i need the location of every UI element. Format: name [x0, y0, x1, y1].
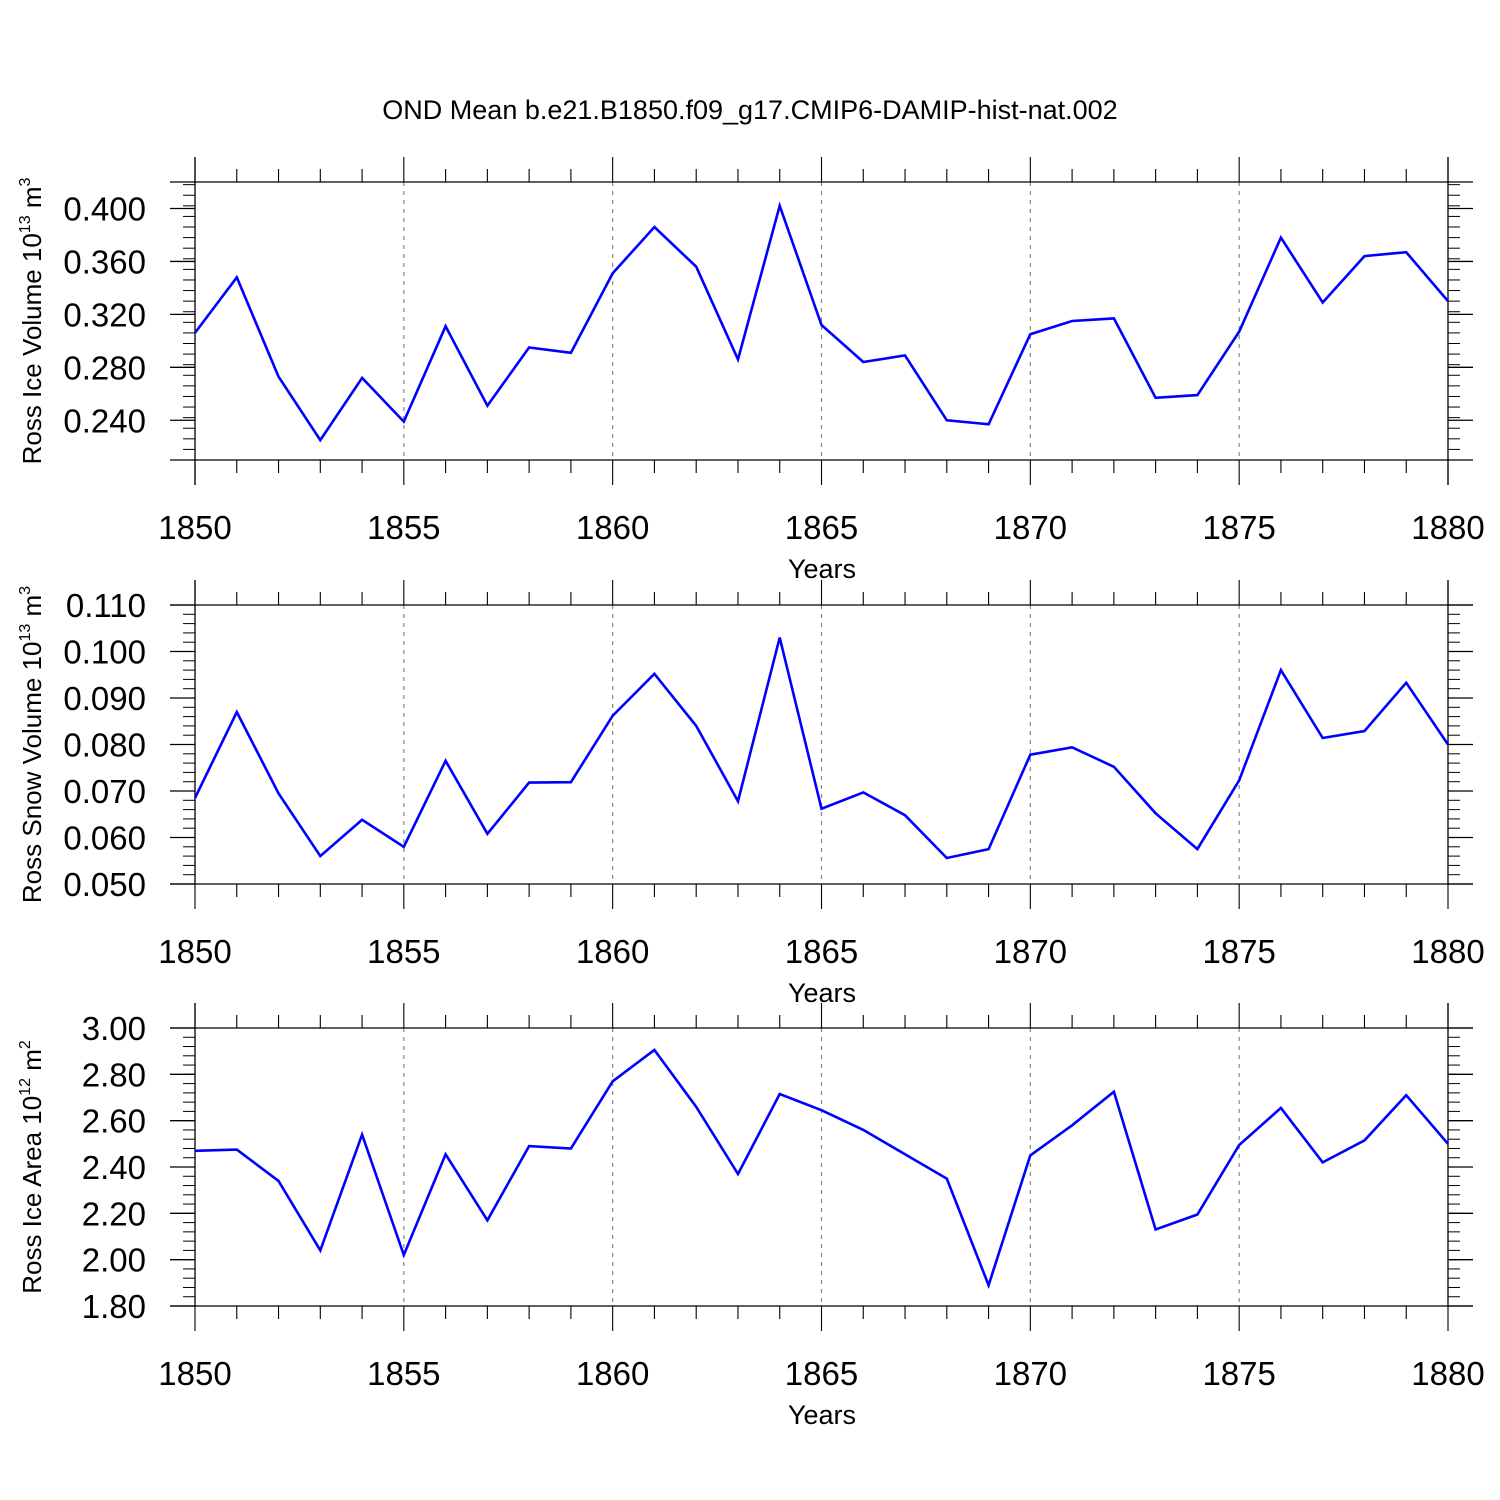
x-tick-label: 1880 [1411, 1355, 1484, 1392]
x-tick-label: 1870 [994, 1355, 1067, 1392]
y-tick-label: 3.00 [82, 1010, 146, 1047]
y-tick-label: 2.40 [82, 1149, 146, 1186]
chart-title: OND Mean b.e21.B1850.f09_g17.CMIP6-DAMIP… [382, 95, 1117, 125]
x-tick-label: 1855 [367, 933, 440, 970]
y-tick-label: 2.20 [82, 1195, 146, 1232]
series-line [193, 201, 1449, 443]
x-tick-label: 1850 [158, 509, 231, 546]
y-tick-label: 0.280 [63, 349, 146, 386]
x-axis-label: Years [788, 1400, 856, 1430]
y-tick-label: 2.80 [82, 1056, 146, 1093]
x-axis-label: Years [788, 554, 856, 584]
y-tick-label: 0.400 [63, 190, 146, 227]
y-axis-label-unit: m [17, 1049, 47, 1078]
x-tick-label: 1850 [158, 1355, 231, 1392]
y-axis-label: Ross Snow Volume 1013 m3 [17, 586, 47, 903]
chart-panels: 0.240 0.280 0.320 0.360 0.400 1850 1855 1860 186… [17, 157, 1485, 1430]
series-line [194, 1048, 1449, 1290]
y-tick-label: 0.100 [63, 634, 146, 671]
y-axis-label-exponent: 13 [17, 624, 34, 642]
y-tick-label: 0.360 [63, 243, 146, 280]
y-axis-label-unit: m [17, 595, 47, 624]
x-tick-label: 1865 [785, 1355, 858, 1392]
y-tick-label: 0.080 [63, 727, 146, 764]
y-axis-label-exponent: 13 [17, 215, 34, 233]
x-tick-label: 1875 [1202, 509, 1275, 546]
y-tick-label: 0.090 [63, 680, 146, 717]
x-tick-label: 1860 [576, 933, 649, 970]
y-axis-label: Ross Ice Area 1012 m2 [17, 1040, 47, 1294]
x-tick-label: 1855 [367, 509, 440, 546]
x-tick-label: 1855 [367, 1355, 440, 1392]
y-axis-label-unit: m [17, 186, 47, 215]
y-axis-label-exponent: 12 [17, 1078, 34, 1096]
y-tick-label: 0.320 [63, 296, 146, 333]
series-line [193, 637, 1450, 860]
x-tick-label: 1870 [994, 933, 1067, 970]
x-tick-label: 1880 [1411, 509, 1484, 546]
y-tick-label: 0.060 [63, 820, 146, 857]
x-tick-label: 1870 [994, 509, 1067, 546]
x-tick-label: 1865 [785, 509, 858, 546]
x-tick-label: 1860 [576, 1355, 649, 1392]
y-tick-label: 0.070 [63, 773, 146, 810]
y-tick-label: 0.110 [66, 587, 146, 624]
panel-2: 0.050 0.060 0.070 0.080 0.090 0.100 0.110 1850 1… [17, 580, 1485, 1008]
y-axis-label-text: Ross Ice Area 10 [17, 1096, 47, 1294]
x-tick-label: 1860 [576, 509, 649, 546]
x-tick-label: 1875 [1202, 933, 1275, 970]
y-axis-label-text: Ross Snow Volume 10 [17, 642, 47, 904]
y-tick-label: 1.80 [82, 1288, 146, 1325]
y-axis-label-unit-exponent: 2 [17, 1040, 34, 1049]
x-tick-label: 1850 [158, 933, 231, 970]
x-tick-label: 1880 [1411, 933, 1484, 970]
x-tick-label: 1865 [785, 933, 858, 970]
y-axis-label-unit-exponent: 3 [17, 177, 34, 186]
y-tick-label: 0.240 [63, 402, 146, 439]
y-tick-label: 2.60 [82, 1103, 146, 1140]
panel-3: 1.80 2.00 2.20 2.40 2.60 2.80 3.00 1850 1855 1860… [17, 1003, 1485, 1430]
y-axis-label-text: Ross Ice Volume 10 [17, 233, 47, 464]
y-tick-label: 0.050 [63, 866, 146, 903]
panel-1: 0.240 0.280 0.320 0.360 0.400 1850 1855 1860 186… [17, 157, 1485, 584]
y-tick-label: 2.00 [82, 1242, 146, 1279]
y-axis-label-unit-exponent: 3 [17, 586, 34, 595]
x-tick-label: 1875 [1202, 1355, 1275, 1392]
y-axis-label: Ross Ice Volume 1013 m3 [17, 177, 47, 464]
